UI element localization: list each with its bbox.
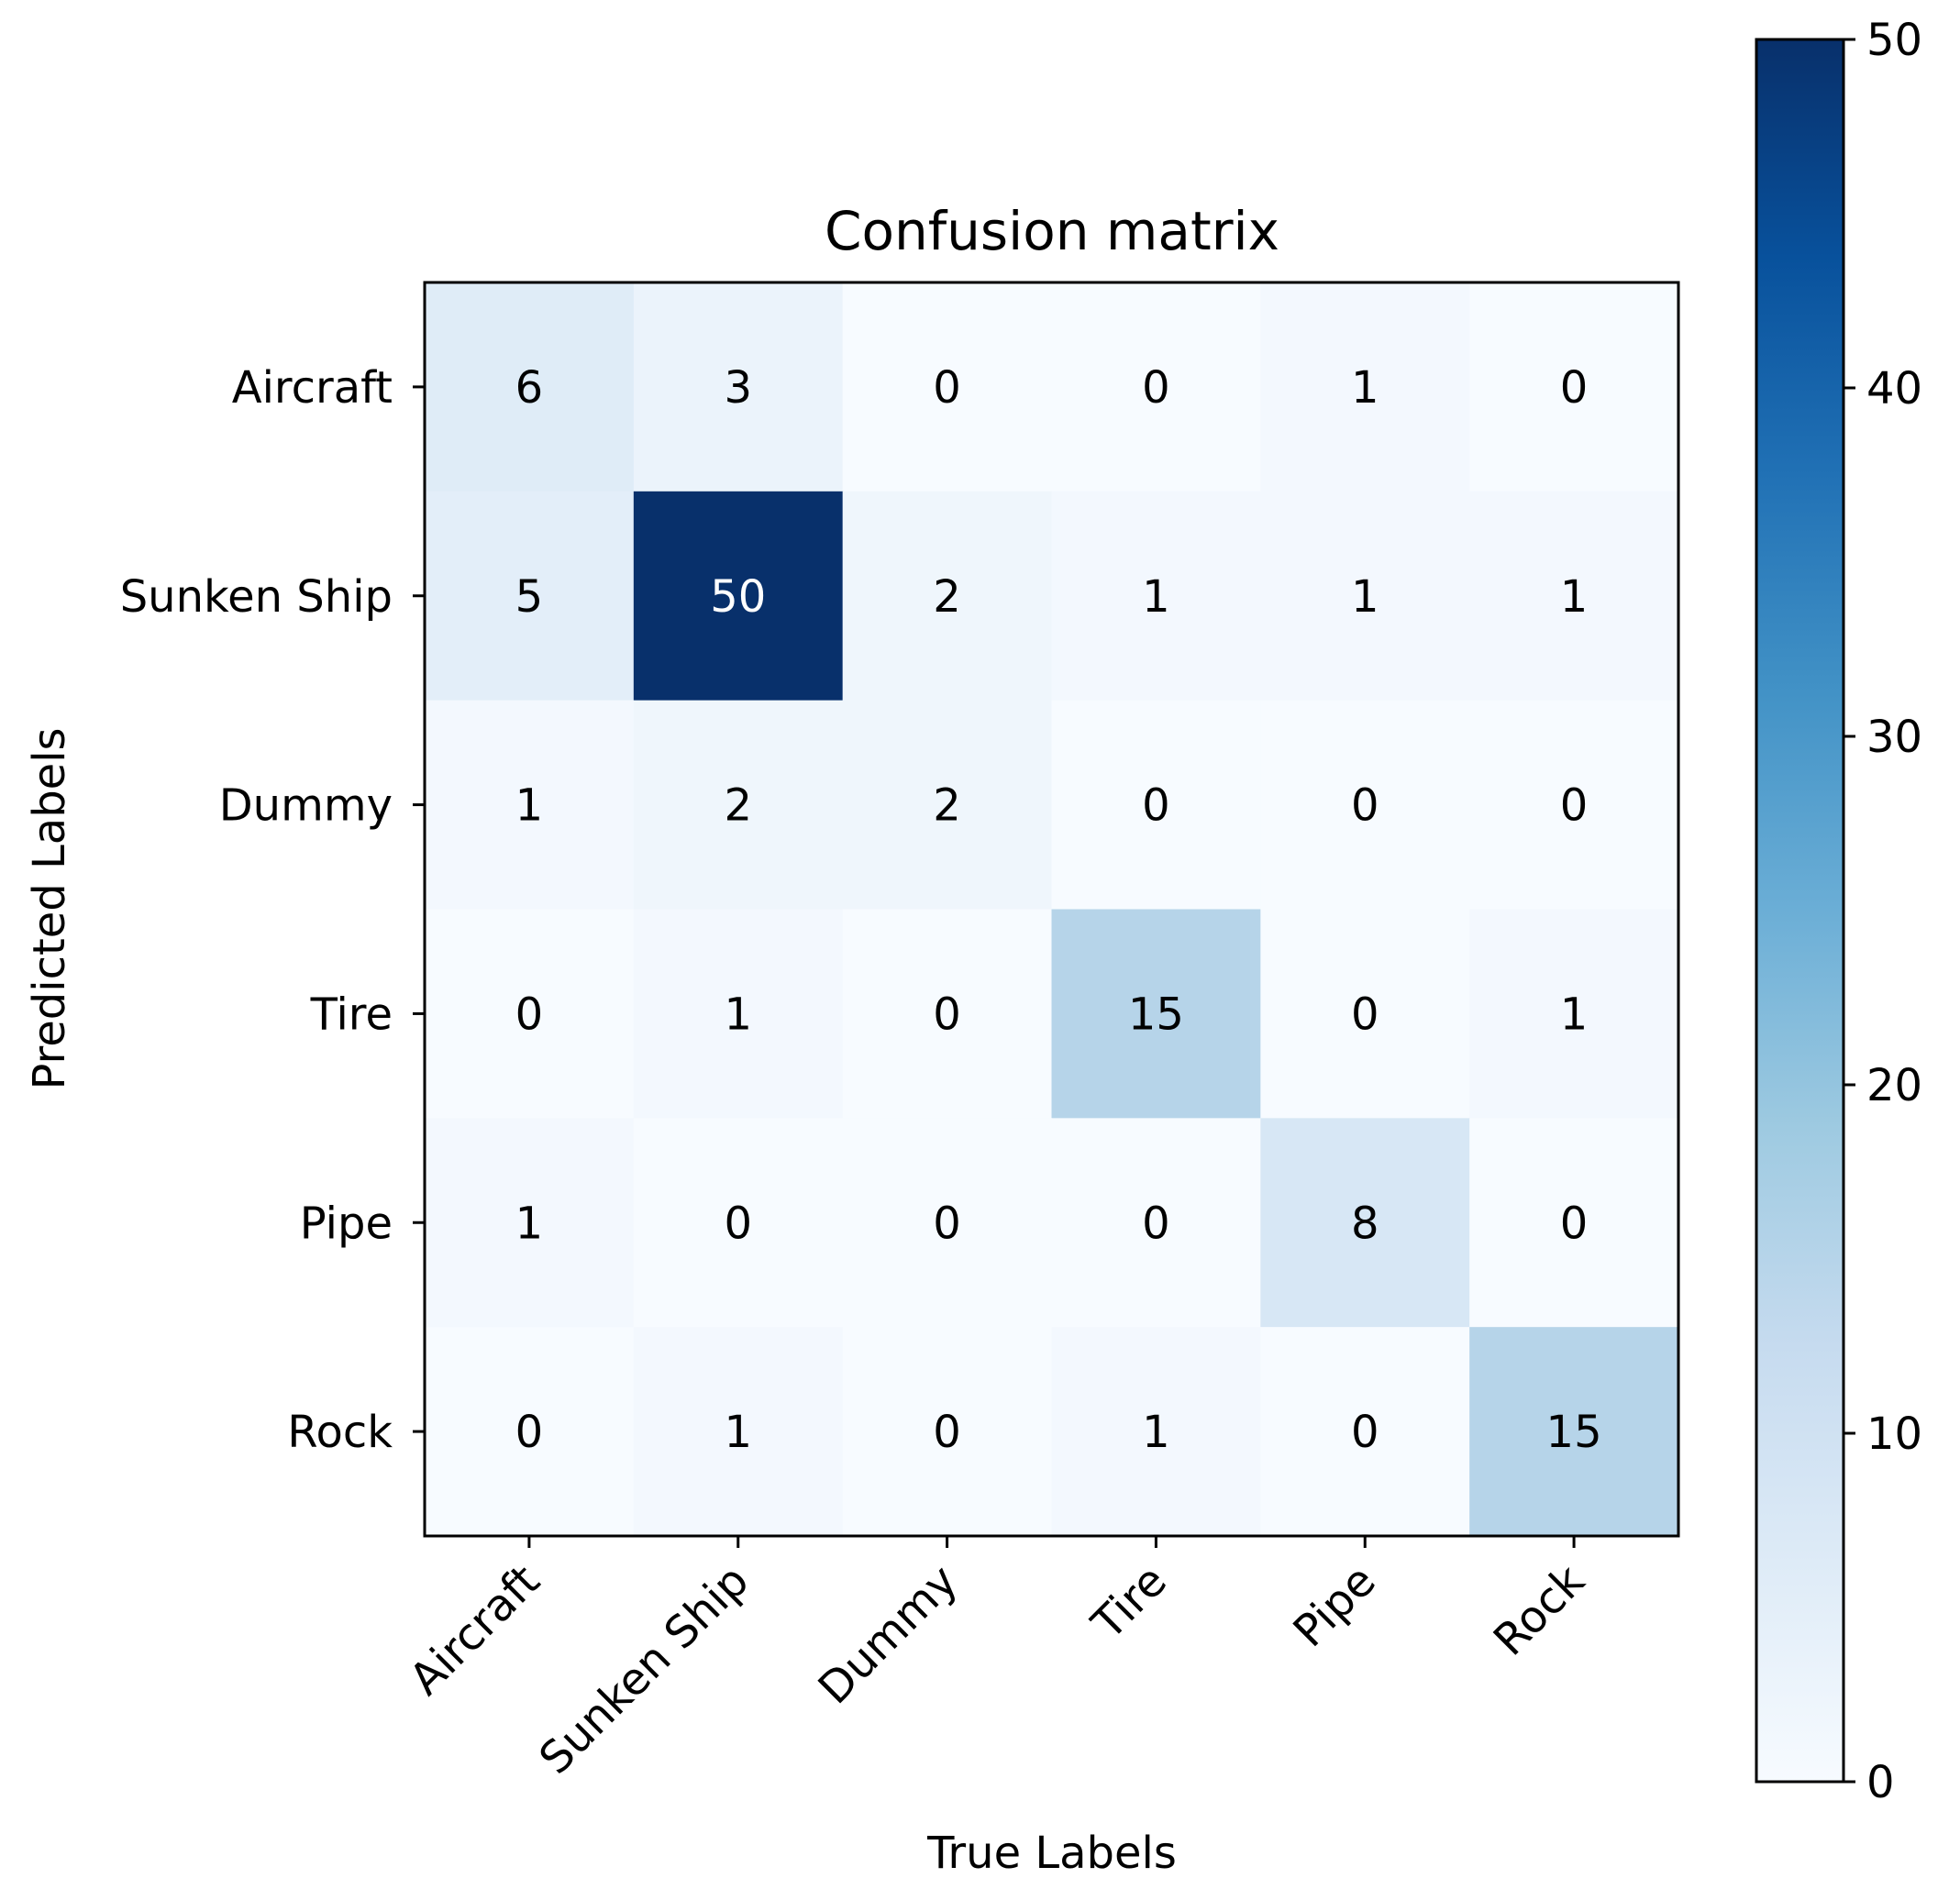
heatmap-cell xyxy=(425,909,635,1119)
heatmap-cell xyxy=(1260,491,1470,701)
heatmap-cell xyxy=(842,909,1053,1119)
cell-value-label: 5 xyxy=(515,571,544,623)
colorbar-gradient xyxy=(1755,38,1845,1784)
heatmap-cell xyxy=(842,282,1053,492)
heatmap-cell xyxy=(633,1327,844,1537)
heatmap-cell xyxy=(1469,1118,1679,1328)
colorbar-tick-label: 20 xyxy=(1866,1060,1922,1111)
cell-value-label: 0 xyxy=(1560,362,1589,414)
colorbar-ticks: 0 10 20 30 40 50 xyxy=(1844,15,1922,1808)
cell-value-label: 15 xyxy=(1546,1407,1602,1458)
cell-value-label: 0 xyxy=(1560,1198,1589,1249)
cell-value-label: 1 xyxy=(1351,571,1379,623)
cell-value-label: 0 xyxy=(1142,780,1170,832)
cell-value-label: 1 xyxy=(1142,571,1170,623)
heatmap-cell xyxy=(633,1118,844,1328)
heatmap-cell xyxy=(1051,1118,1261,1328)
cell-value-label: 0 xyxy=(515,1407,544,1458)
colorbar-tick-label: 0 xyxy=(1866,1757,1895,1808)
heatmap-cell xyxy=(425,1118,635,1328)
heatmap-cell xyxy=(842,491,1053,701)
x-axis-label: True Labels xyxy=(926,1828,1177,1878)
heatmap-cell xyxy=(1260,282,1470,492)
heatmap-cell xyxy=(1260,700,1470,911)
cell-value-label: 8 xyxy=(1351,1198,1379,1249)
cell-value-label: 6 xyxy=(515,362,544,414)
colorbar: 0 10 20 30 40 50 xyxy=(1755,15,1922,1808)
heatmap-cell xyxy=(633,700,844,911)
cell-value-label: 0 xyxy=(933,1198,961,1249)
colorbar-tick-label: 50 xyxy=(1866,15,1922,66)
heatmap-cell xyxy=(1051,491,1261,701)
cell-value-label: 0 xyxy=(1351,1407,1379,1458)
heatmap-cell xyxy=(1051,282,1261,492)
heatmap-cell xyxy=(1469,1327,1679,1537)
heatmap-cell xyxy=(425,1327,635,1537)
cell-value-label: 1 xyxy=(515,780,544,832)
cell-value-label: 0 xyxy=(1142,1198,1170,1249)
cell-value-label: 3 xyxy=(724,362,752,414)
heatmap-cell xyxy=(1469,491,1679,701)
cell-value-label: 1 xyxy=(724,1407,752,1458)
cell-value-label: 1 xyxy=(1351,362,1379,414)
cell-value-label: 0 xyxy=(1351,989,1379,1040)
cell-value-label: 2 xyxy=(933,571,961,623)
y-tick-label: Dummy xyxy=(219,780,393,832)
y-tick-label: Rock xyxy=(287,1407,393,1458)
cell-value-label: 0 xyxy=(724,1198,752,1249)
heatmap-cell xyxy=(425,282,635,492)
colorbar-tick-label: 30 xyxy=(1866,712,1922,763)
colorbar-tick-label: 10 xyxy=(1866,1408,1922,1460)
cell-value-label: 50 xyxy=(710,571,766,623)
heatmap-cell xyxy=(1260,1327,1470,1537)
heatmap-cell xyxy=(1051,909,1261,1119)
chart-title: Confusion matrix xyxy=(825,200,1279,262)
y-axis-label: Predicted Labels xyxy=(24,727,75,1089)
cell-value-label: 0 xyxy=(933,989,961,1040)
heatmap-cell xyxy=(842,1118,1053,1328)
heatmap-cell xyxy=(1469,909,1679,1119)
plot-frame xyxy=(423,281,1680,1538)
cell-value-label: 2 xyxy=(724,780,752,832)
cell-value-label: 1 xyxy=(1142,1407,1170,1458)
cell-value-label: 1 xyxy=(1560,571,1589,623)
cell-value-label: 1 xyxy=(724,989,752,1040)
cell-value-label: 1 xyxy=(1560,989,1589,1040)
heatmap-cell xyxy=(1469,700,1679,911)
cell-value-label: 0 xyxy=(1560,780,1589,832)
cell-value-label: 15 xyxy=(1128,989,1184,1040)
heatmap-cell xyxy=(633,909,844,1119)
heatmap-cell xyxy=(1051,700,1261,911)
cell-value-label: 0 xyxy=(933,362,961,414)
cell-value-label: 0 xyxy=(1142,362,1170,414)
heatmap-cell xyxy=(633,491,844,701)
heatmap-cell xyxy=(1260,909,1470,1119)
colorbar-tick-label: 40 xyxy=(1866,363,1922,414)
heatmap-cell xyxy=(1469,282,1679,492)
heatmap-cell xyxy=(842,700,1053,911)
cell-value-label: 0 xyxy=(1351,780,1379,832)
cell-value-label: 1 xyxy=(515,1198,544,1249)
heatmap-cell xyxy=(1051,1327,1261,1537)
heatmap-cell xyxy=(633,282,844,492)
y-tick-label: Aircraft xyxy=(232,362,393,414)
y-tick-label: Sunken Ship xyxy=(120,571,393,623)
heatmap-cell xyxy=(1260,1118,1470,1328)
cell-value-labels: 6 3 0 0 1 0 5 50 2 1 1 1 1 2 2 0 0 0 0 1 0 15 0 1 1 0 0 0 8 0 0 1 0 1 0 15 xyxy=(515,362,1602,1458)
heatmap-cell xyxy=(425,700,635,911)
heatmap-cell xyxy=(842,1327,1053,1537)
y-tick-label: Tire xyxy=(310,989,393,1040)
y-tick-label: Pipe xyxy=(300,1198,393,1249)
heatmap-cells xyxy=(425,282,1679,1537)
cell-value-label: 0 xyxy=(933,1407,961,1458)
cell-value-label: 2 xyxy=(933,780,961,832)
heatmap-cell xyxy=(425,491,635,701)
cell-value-label: 0 xyxy=(515,989,544,1040)
y-axis: Aircraft Sunken Ship Dummy Tire Pipe Rock xyxy=(120,362,425,1458)
